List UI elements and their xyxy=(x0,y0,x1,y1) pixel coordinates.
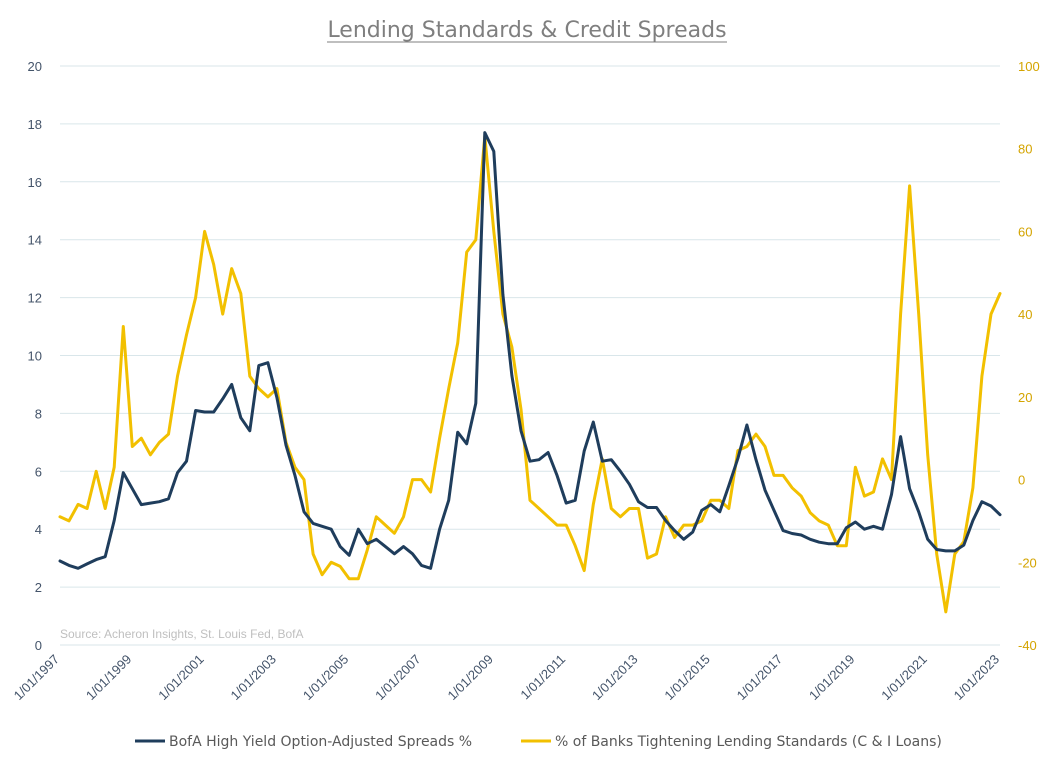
gridlines xyxy=(60,65,1000,646)
y-left-tick-label: 2 xyxy=(35,580,42,595)
chart-title-group: Lending Standards & Credit Spreads xyxy=(327,18,727,43)
series-line-lending-standards xyxy=(58,134,1002,614)
y-axis-left: 0 2 4 6 8 10 12 14 16 18 20 xyxy=(28,59,42,653)
legend-label-standards: % of Banks Tightening Lending Standards … xyxy=(555,734,942,750)
y-right-tick-label: 0 xyxy=(1018,473,1025,488)
y-left-tick-label: 0 xyxy=(35,638,42,653)
y-left-tick-label: 20 xyxy=(28,59,42,74)
x-tick-label: 1/01/2007 xyxy=(372,652,424,704)
x-tick-label: 1/01/2003 xyxy=(228,652,280,704)
x-axis: 1/01/1997 1/01/1999 1/01/2001 1/01/2003 1/01… xyxy=(11,652,1003,704)
x-tick-label: 1/01/2019 xyxy=(806,652,858,704)
y-right-tick-label: 60 xyxy=(1018,224,1032,239)
x-tick-label: 1/01/1997 xyxy=(11,652,63,704)
y-left-tick-label: 12 xyxy=(28,291,42,306)
y-left-tick-label: 18 xyxy=(28,117,42,132)
y-right-tick-label: -20 xyxy=(1018,555,1037,570)
y-axis-right: -40 -20 0 20 40 60 80 100 xyxy=(1018,59,1040,653)
y-right-tick-label: 20 xyxy=(1018,390,1032,405)
series-line-spreads xyxy=(58,131,1002,570)
y-left-tick-label: 4 xyxy=(35,522,42,537)
x-tick-label: 1/01/2015 xyxy=(661,652,713,704)
y-right-tick-label: 100 xyxy=(1018,59,1040,74)
y-right-tick-label: -40 xyxy=(1018,638,1037,653)
legend: BofA High Yield Option-Adjusted Spreads … xyxy=(135,734,942,750)
y-right-tick-label: 40 xyxy=(1018,307,1032,322)
y-left-tick-label: 8 xyxy=(35,406,42,421)
x-tick-label: 1/01/2023 xyxy=(951,652,1003,704)
x-tick-label: 1/01/1999 xyxy=(83,652,135,704)
x-tick-label: 1/01/2011 xyxy=(517,652,568,703)
series-layer xyxy=(58,131,1002,614)
x-tick-label: 1/01/2017 xyxy=(734,652,786,704)
x-tick-label: 1/01/2021 xyxy=(878,652,930,704)
y-left-tick-label: 10 xyxy=(28,349,42,364)
x-tick-label: 1/01/2001 xyxy=(155,652,207,704)
x-tick-label: 1/01/2009 xyxy=(444,652,496,704)
y-left-tick-label: 14 xyxy=(28,233,42,248)
legend-label-spread: BofA High Yield Option-Adjusted Spreads … xyxy=(169,734,472,750)
y-left-tick-label: 16 xyxy=(28,175,42,190)
chart-title: Lending Standards & Credit Spreads xyxy=(327,18,726,43)
y-right-tick-label: 80 xyxy=(1018,142,1032,157)
x-tick-label: 1/01/2005 xyxy=(300,652,352,704)
x-tick-label: 1/01/2013 xyxy=(589,652,641,704)
source-note: Source: Acheron Insights, St. Louis Fed,… xyxy=(60,627,303,641)
y-left-tick-label: 6 xyxy=(35,464,42,479)
